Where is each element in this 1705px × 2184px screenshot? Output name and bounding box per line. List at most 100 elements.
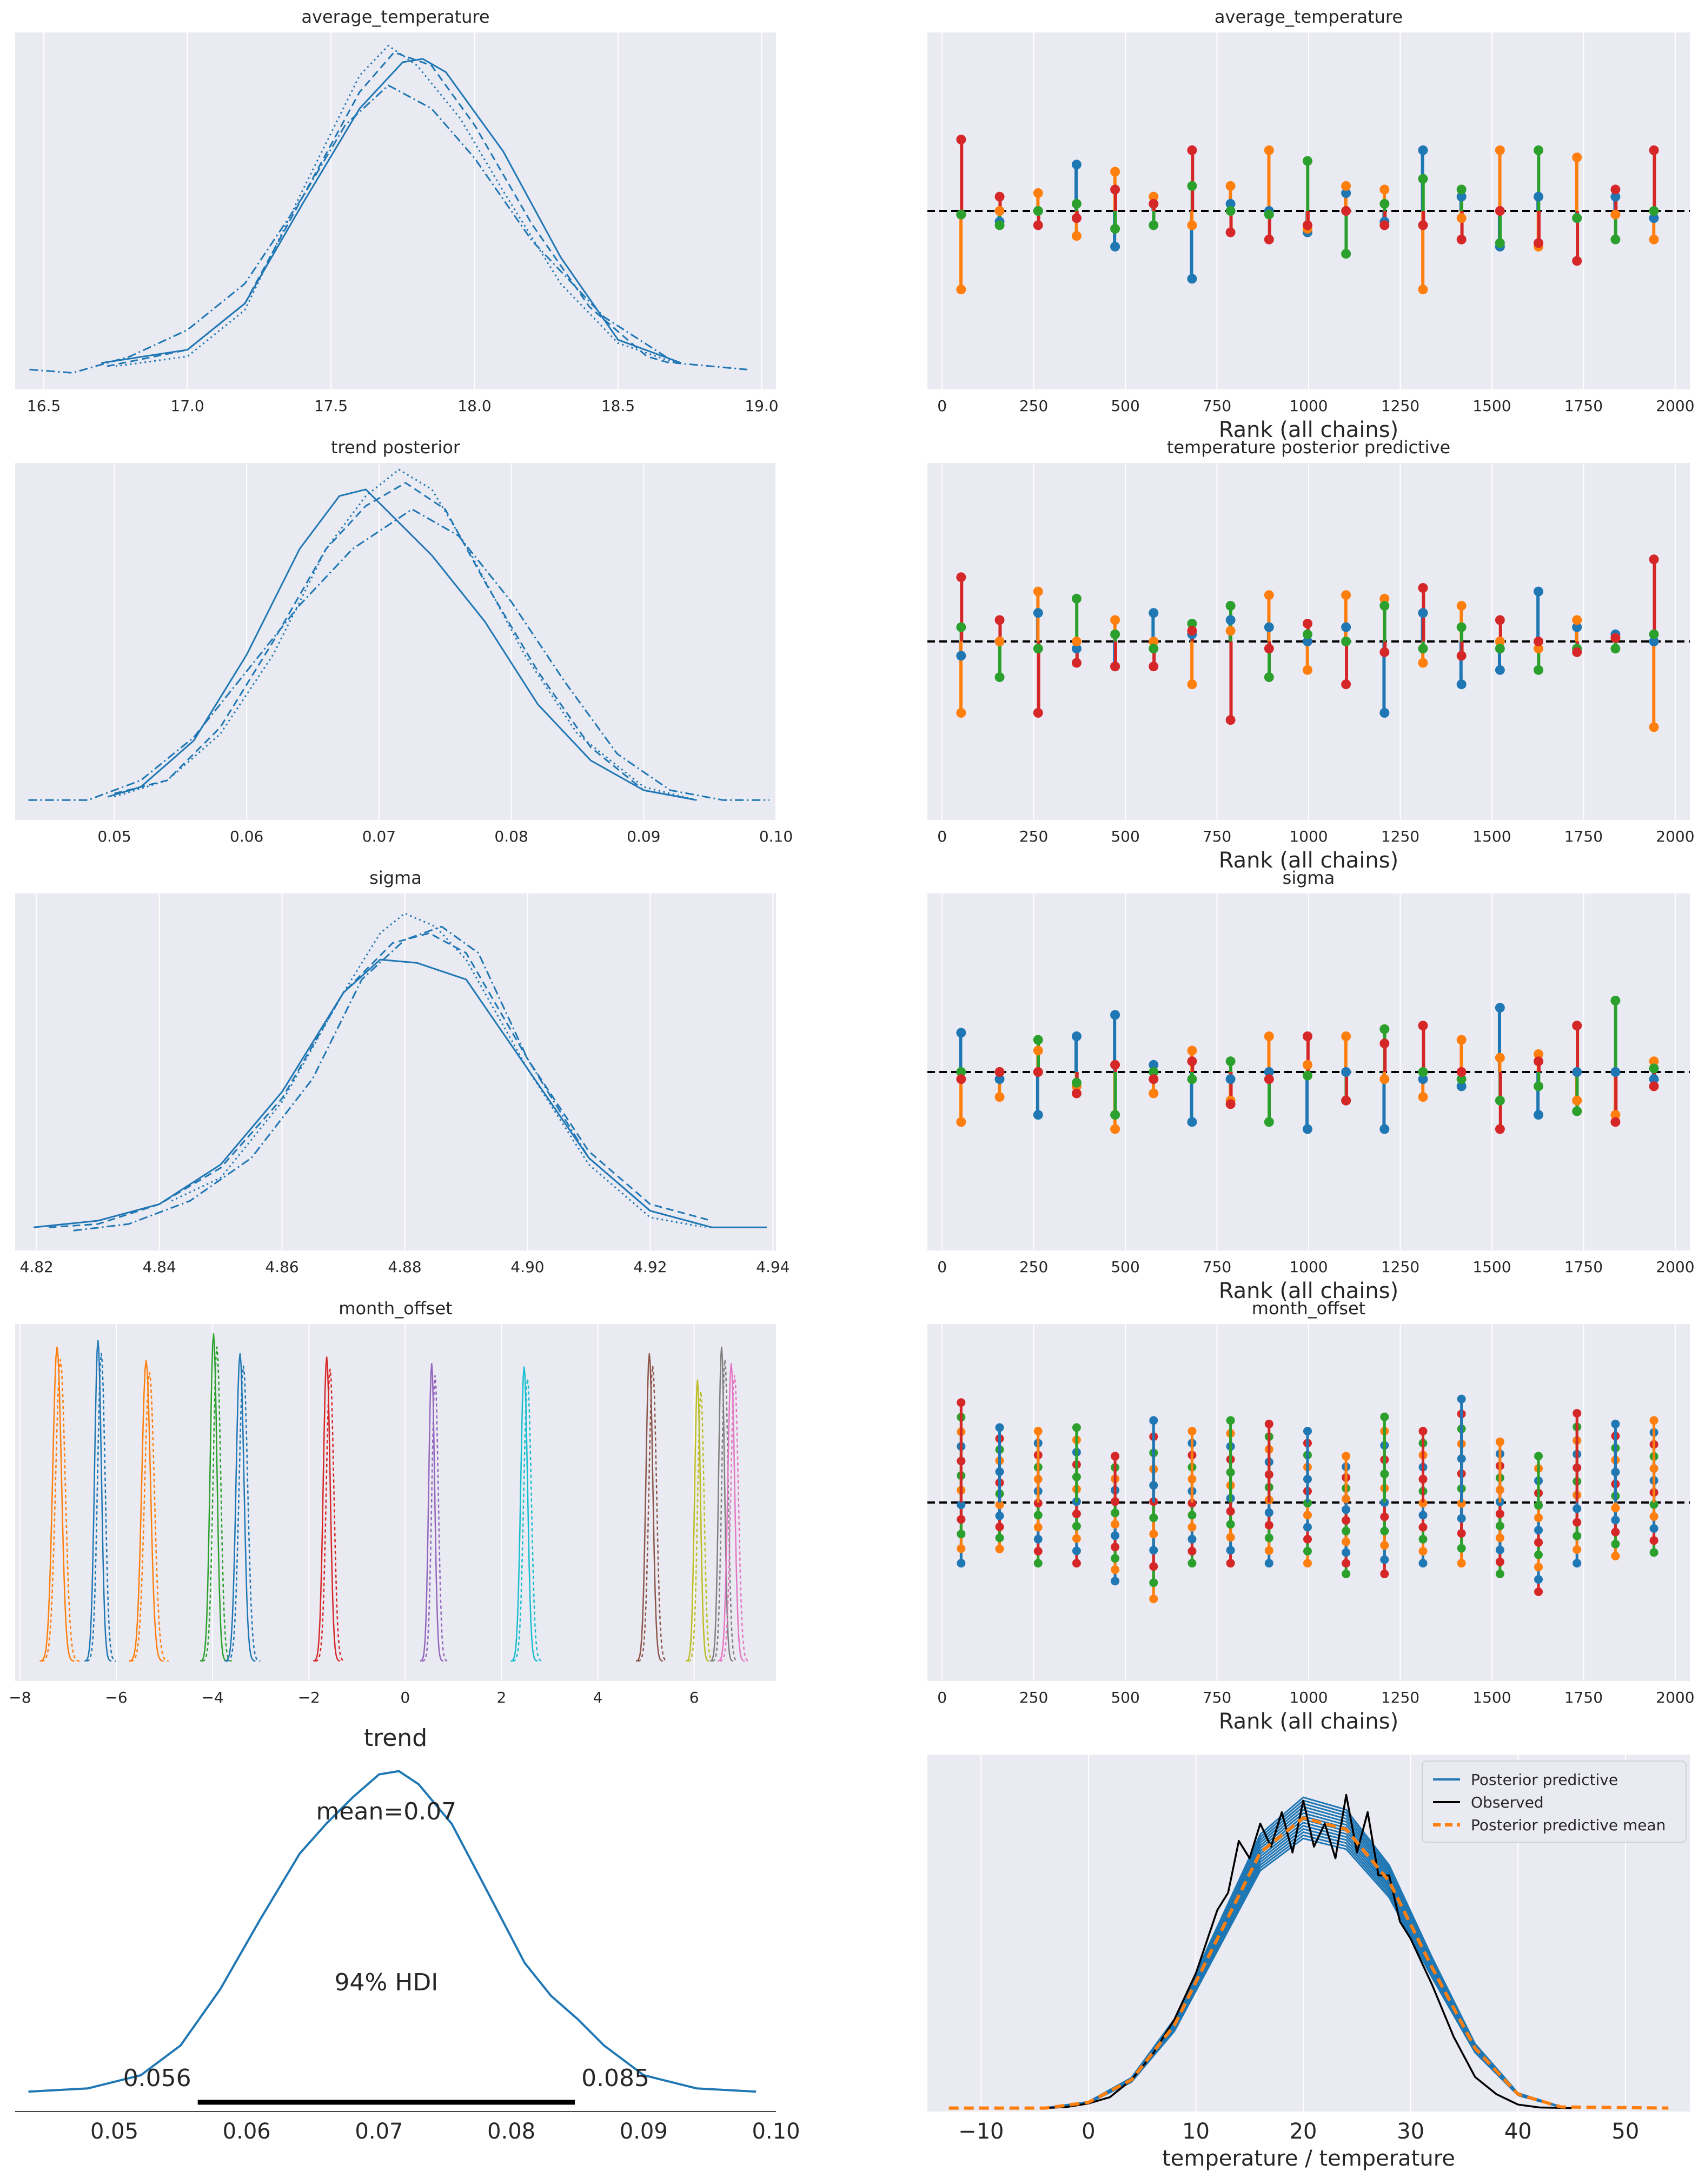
rank-point-chain-3: [1341, 206, 1351, 216]
x-tick-label: 250: [1019, 1689, 1048, 1706]
rank-point: [1495, 1533, 1504, 1543]
rank-point-chain-3: [1264, 644, 1274, 654]
rank-point: [1111, 1565, 1120, 1574]
rank-point-chain-0: [1264, 1067, 1274, 1077]
rank-point: [1534, 1452, 1543, 1461]
rank-point: [1303, 1547, 1312, 1556]
x-tick-label: −10: [958, 2119, 1004, 2144]
rank-point-chain-0: [1572, 1067, 1582, 1077]
rank-point-chain-1: [1649, 1056, 1659, 1067]
rank-point-chain-3: [1149, 198, 1159, 209]
x-tick-label: 250: [1019, 397, 1048, 415]
rank-point-chain-3: [1110, 661, 1120, 672]
rank-point-chain-2: [1418, 644, 1428, 654]
rank-point-chain-1: [1495, 145, 1505, 155]
rank-point-chain-3: [1418, 583, 1428, 593]
rank-point: [1418, 1559, 1428, 1568]
rank-point: [995, 1544, 1004, 1553]
rank-point-chain-2: [1379, 198, 1390, 209]
rank-point: [957, 1500, 966, 1510]
rank-point: [1611, 1527, 1620, 1537]
rank-point: [1033, 1534, 1043, 1544]
x-tick-label: 1750: [1564, 1689, 1603, 1706]
x-tick-label: 1250: [1381, 397, 1419, 415]
chart-title: average_temperature: [301, 6, 489, 27]
x-axis-label: Rank (all chains): [1219, 418, 1398, 442]
x-tick-label: 1500: [1472, 828, 1511, 845]
rank-point: [1611, 1515, 1620, 1525]
rank-point-chain-3: [1456, 1067, 1467, 1077]
rank-point-chain-2: [1302, 629, 1312, 639]
kde-line-chain-1: [114, 468, 697, 801]
rank-point-chain-3: [1302, 1031, 1312, 1041]
rank-point-chain-3: [1418, 1021, 1428, 1031]
rank-point-chain-1: [1379, 184, 1390, 195]
x-tick-label: 4.84: [142, 1258, 176, 1276]
rank-point: [1380, 1555, 1389, 1564]
rank-point-chain-1: [1572, 153, 1582, 162]
x-tick-label: 0: [1082, 2119, 1095, 2144]
kde-line-chain-3: [28, 508, 769, 801]
rank-point: [1187, 1559, 1197, 1568]
rank-point: [1149, 1546, 1158, 1555]
x-tick-label: 1250: [1381, 828, 1419, 845]
rank-point: [995, 1523, 1004, 1531]
rank-point-chain-3: [1495, 206, 1505, 216]
rank-point-chain-2: [1187, 619, 1197, 628]
rank-point-chain-2: [1341, 637, 1351, 646]
rank-point-chain-1: [1456, 1035, 1467, 1045]
rank-point-chain-1: [956, 1117, 966, 1127]
x-tick-label: 17.0: [170, 397, 204, 415]
rank-point: [1111, 1543, 1120, 1552]
rank-point: [1111, 1520, 1120, 1529]
kde-line-offset-8: [635, 1353, 663, 1662]
rank-point-chain-2: [1264, 1117, 1274, 1127]
kde-line-offset-6: [420, 1363, 443, 1662]
rank-point: [1611, 1539, 1620, 1548]
posterior-predictive-mean-line: [948, 1816, 1669, 2110]
x-tick-label: 750: [1203, 397, 1231, 415]
rank-point: [1033, 1523, 1043, 1532]
x-tick-label: −6: [105, 1689, 127, 1706]
x-tick-label: 750: [1203, 1689, 1231, 1706]
rank-point: [1495, 1570, 1504, 1578]
rank-point-chain-0: [1033, 1110, 1043, 1120]
rank-point: [1611, 1504, 1620, 1513]
x-tick-label: 1250: [1381, 1258, 1419, 1276]
rank-point: [1149, 1530, 1158, 1539]
rank-point-chain-3: [1495, 1124, 1505, 1134]
x-tick-label: 40: [1504, 2119, 1532, 2144]
rank-point-chain-2: [1071, 1077, 1082, 1088]
x-tick-label: 4.88: [388, 1258, 421, 1276]
rank-point-chain-1: [1149, 1088, 1159, 1098]
rank-point: [957, 1515, 966, 1524]
x-tick-label: 2: [496, 1689, 506, 1706]
rank-point: [1649, 1500, 1658, 1509]
rank-point: [995, 1511, 1004, 1520]
rank-point-chain-2: [1110, 1110, 1120, 1120]
x-tick-label: 17.5: [314, 397, 348, 415]
rank-point-chain-3: [956, 135, 966, 144]
rank-point: [1149, 1578, 1158, 1587]
rank-point: [1033, 1511, 1043, 1520]
x-tick-label: 0: [937, 397, 947, 415]
rank-point: [1649, 1512, 1658, 1521]
rank-point: [1264, 1533, 1273, 1543]
rank-point-chain-2: [1495, 238, 1505, 248]
rank-point: [1264, 1546, 1273, 1555]
rank-point: [1303, 1511, 1312, 1520]
kde-line-offset-9: [686, 1379, 709, 1662]
rank-point: [1457, 1394, 1466, 1404]
x-tick-label: 0: [937, 1258, 947, 1276]
x-tick-label: 1500: [1472, 1258, 1511, 1276]
rank-point: [1033, 1499, 1043, 1508]
rank-point-chain-1: [1379, 593, 1390, 604]
mean-label: mean=0.07: [316, 1798, 457, 1825]
rank-point: [1303, 1523, 1312, 1532]
chart-title: trend posterior: [331, 437, 461, 458]
x-tick-label: 1500: [1472, 1689, 1511, 1706]
rank-point: [957, 1530, 966, 1539]
rank-point-chain-0: [1418, 608, 1428, 618]
rank-point-chain-2: [1033, 206, 1043, 216]
rank-point-chain-0: [1456, 191, 1467, 202]
